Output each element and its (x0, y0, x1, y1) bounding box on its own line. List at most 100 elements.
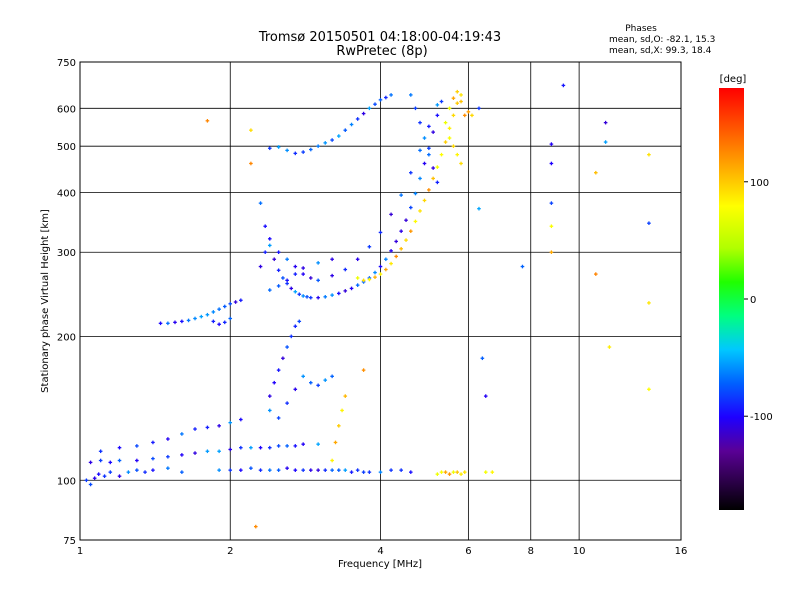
data-point (549, 142, 554, 146)
data-point (330, 273, 334, 278)
data-point (459, 93, 463, 97)
data-point (285, 466, 289, 470)
data-point (293, 468, 298, 472)
data-point (211, 310, 216, 314)
data-point (404, 218, 408, 223)
data-point (281, 356, 285, 361)
data-point (233, 300, 238, 304)
data-point (228, 316, 233, 321)
data-point (413, 219, 418, 224)
data-point (301, 150, 305, 154)
data-point (308, 380, 313, 385)
data-point (394, 254, 398, 259)
data-point (418, 120, 422, 125)
data-point (343, 289, 348, 293)
data-point (228, 447, 233, 452)
data-point (267, 394, 272, 398)
data-point (378, 98, 383, 102)
data-point (413, 106, 418, 111)
data-point (349, 286, 354, 291)
data-point (272, 380, 277, 385)
data-point (343, 468, 348, 472)
data-point (408, 229, 413, 233)
data-point (126, 470, 131, 474)
data-point (267, 243, 272, 248)
data-point (293, 289, 298, 294)
data-point (135, 468, 139, 472)
data-point (451, 113, 456, 118)
y-tick-label: 200 (57, 332, 76, 343)
x-tick-labels: 1 2 4 6 8 10 16 (77, 546, 688, 557)
data-point (455, 89, 460, 94)
data-point (308, 295, 313, 300)
data-point (647, 221, 651, 226)
data-point (193, 451, 197, 455)
data-point (186, 318, 191, 323)
data-point (316, 144, 320, 148)
data-point (117, 474, 122, 478)
data-point (378, 230, 383, 235)
data-point (408, 170, 413, 175)
data-point (323, 295, 328, 299)
data-point (316, 468, 320, 472)
data-point (330, 374, 334, 379)
data-point (355, 283, 360, 287)
data-point (451, 144, 456, 148)
data-point (323, 378, 328, 382)
data-point (443, 140, 448, 144)
x-tick-label: 6 (465, 546, 471, 557)
data-point (431, 176, 435, 181)
data-point (297, 319, 302, 324)
data-point (373, 102, 377, 107)
data-point (603, 140, 608, 144)
data-point (373, 275, 377, 279)
data-point (355, 468, 360, 472)
data-point (217, 468, 221, 472)
data-point (443, 470, 448, 474)
data-point (447, 126, 452, 131)
data-point (367, 470, 372, 474)
data-point (180, 319, 184, 324)
data-point (316, 295, 320, 300)
data-point (367, 277, 372, 282)
data-point (594, 272, 598, 276)
data-point (193, 427, 197, 431)
colorbar-tick-label: 100 (750, 178, 769, 189)
colorbar-label: [deg] (720, 74, 747, 85)
data-point (427, 188, 431, 192)
x-tick-label: 2 (227, 546, 233, 557)
data-point (285, 281, 289, 286)
data-point (561, 83, 566, 88)
data-point (594, 170, 598, 175)
data-point (267, 408, 272, 413)
data-point (180, 432, 184, 436)
data-point (647, 152, 651, 157)
data-point (343, 267, 348, 272)
y-axis-label: Stationary phase Virtual Height [km] (40, 209, 51, 393)
data-point (285, 345, 289, 349)
data-point (470, 113, 474, 118)
x-tick-label: 16 (675, 546, 688, 557)
data-point (337, 424, 341, 428)
data-point (439, 470, 444, 474)
data-point (166, 437, 170, 441)
data-point (180, 470, 184, 474)
data-point (228, 420, 233, 425)
data-point (158, 321, 163, 326)
data-point (384, 95, 388, 100)
data-point (193, 316, 197, 321)
data-point (98, 458, 103, 463)
data-point (253, 524, 258, 529)
data-point (427, 152, 431, 157)
data-point (404, 238, 408, 242)
y-tick-label: 500 (57, 142, 76, 153)
data-point (549, 201, 554, 205)
data-point (384, 267, 388, 272)
data-point (258, 264, 263, 269)
data-point (367, 106, 372, 111)
x-tick-label: 8 (528, 546, 534, 557)
data-point (308, 468, 313, 472)
data-point (330, 468, 334, 472)
data-point (293, 387, 298, 392)
